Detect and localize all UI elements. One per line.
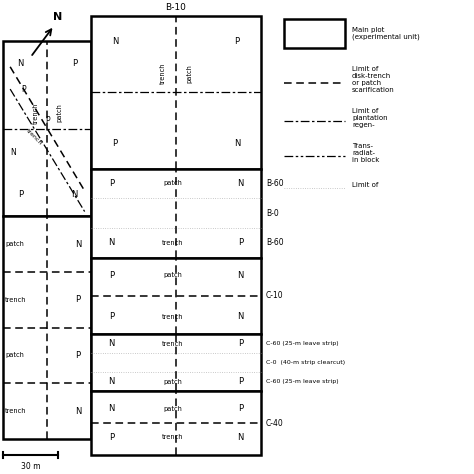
Text: patch: patch xyxy=(163,406,182,412)
Text: B-60: B-60 xyxy=(266,238,283,247)
Text: Limit of
disk-trench
or patch
scarification: Limit of disk-trench or patch scarificat… xyxy=(352,66,395,93)
Text: N: N xyxy=(109,238,115,247)
Text: C-60 (25-m leave strip): C-60 (25-m leave strip) xyxy=(266,379,338,384)
Text: N: N xyxy=(237,271,244,280)
Text: N: N xyxy=(109,339,115,348)
Text: trench: trench xyxy=(162,434,183,440)
Text: P: P xyxy=(238,339,243,348)
Text: patch: patch xyxy=(163,181,182,186)
Bar xyxy=(91,258,261,334)
Text: P: P xyxy=(109,271,114,280)
Text: N: N xyxy=(17,59,24,68)
Text: trench: trench xyxy=(160,63,165,84)
Text: patch: patch xyxy=(6,241,25,247)
Bar xyxy=(91,169,261,258)
Text: P: P xyxy=(21,84,26,93)
Text: P: P xyxy=(45,117,50,126)
Text: patch: patch xyxy=(6,353,25,358)
Text: N: N xyxy=(234,139,240,148)
Text: N: N xyxy=(109,377,115,386)
Text: P: P xyxy=(72,59,77,68)
Text: N: N xyxy=(237,433,244,442)
Text: N: N xyxy=(109,404,115,413)
Text: P: P xyxy=(109,433,114,442)
Text: P: P xyxy=(75,295,81,304)
Text: P: P xyxy=(238,377,243,386)
Text: patch: patch xyxy=(163,379,182,385)
Text: P: P xyxy=(238,238,243,247)
Text: 30 m: 30 m xyxy=(21,462,40,471)
Bar xyxy=(91,16,261,169)
Text: N: N xyxy=(11,148,17,157)
Text: N: N xyxy=(112,37,118,46)
Text: P: P xyxy=(109,179,114,188)
Text: P: P xyxy=(75,351,81,360)
Text: B-60: B-60 xyxy=(266,179,283,188)
Bar xyxy=(284,19,346,48)
Text: P: P xyxy=(238,404,243,413)
Bar xyxy=(91,334,261,392)
Text: Limit of
plantation
regen-: Limit of plantation regen- xyxy=(352,108,388,128)
Text: trench: trench xyxy=(162,313,183,319)
Text: C-10: C-10 xyxy=(266,292,283,301)
Text: trench: trench xyxy=(162,341,183,346)
Text: N: N xyxy=(75,240,81,249)
Text: trench: trench xyxy=(25,128,43,146)
Text: Main plot
(experimental unit): Main plot (experimental unit) xyxy=(352,27,420,40)
Bar xyxy=(3,41,91,216)
Text: patch: patch xyxy=(187,64,192,82)
Bar xyxy=(3,216,91,439)
Text: C-40: C-40 xyxy=(266,419,283,428)
Text: P: P xyxy=(112,139,118,148)
Text: C-60 (25-m leave strip): C-60 (25-m leave strip) xyxy=(266,341,338,346)
Text: trench: trench xyxy=(162,240,183,246)
Text: N: N xyxy=(237,179,244,188)
Text: C-0  (40-m strip clearcut): C-0 (40-m strip clearcut) xyxy=(266,360,345,365)
Text: N: N xyxy=(53,12,62,22)
Text: N: N xyxy=(75,407,81,416)
Text: P: P xyxy=(109,312,114,321)
Text: Trans-
radiat-
in block: Trans- radiat- in block xyxy=(352,143,380,163)
Text: P: P xyxy=(235,37,239,46)
Text: N: N xyxy=(71,190,78,199)
Text: patch: patch xyxy=(163,272,182,278)
Bar xyxy=(91,392,261,455)
Text: N: N xyxy=(237,312,244,321)
Text: patch: patch xyxy=(56,103,62,122)
Text: Limit of: Limit of xyxy=(352,182,379,188)
Text: B-10: B-10 xyxy=(165,3,186,12)
Text: trench: trench xyxy=(33,102,38,124)
Text: P: P xyxy=(18,190,23,199)
Text: trench: trench xyxy=(4,408,26,414)
Text: trench: trench xyxy=(4,297,26,303)
Text: B-0: B-0 xyxy=(266,209,279,218)
